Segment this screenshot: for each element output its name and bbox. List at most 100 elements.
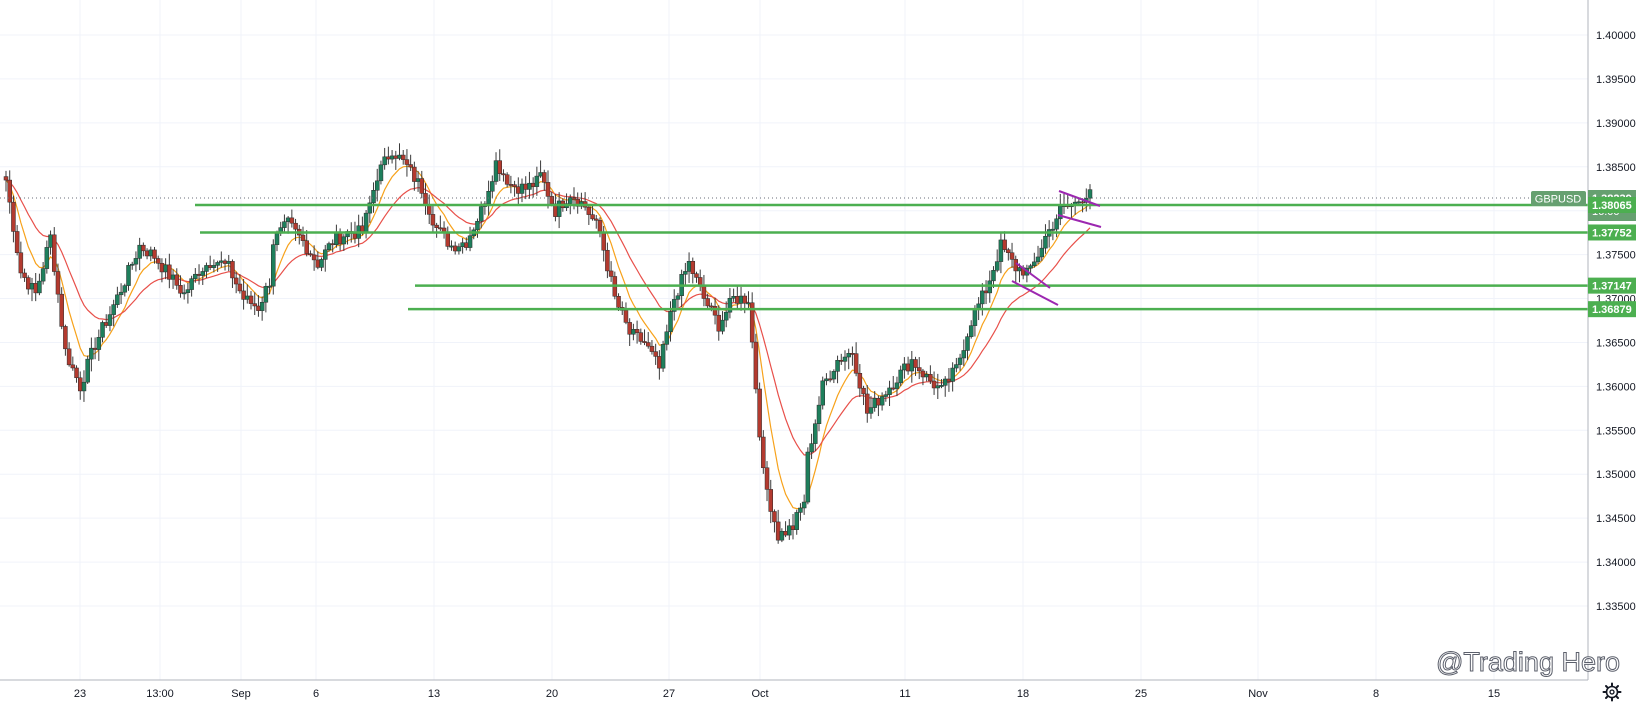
candle	[616, 296, 621, 308]
candle	[445, 231, 451, 247]
candle	[44, 247, 50, 269]
candle	[334, 232, 339, 245]
candle	[189, 278, 194, 290]
channel-line[interactable]	[1015, 262, 1051, 289]
candle	[155, 258, 161, 264]
candle	[831, 371, 837, 380]
candle	[861, 387, 866, 395]
candle	[508, 184, 514, 186]
candle	[653, 351, 658, 357]
candle	[905, 363, 911, 372]
candle	[241, 290, 246, 300]
channel-line[interactable]	[1011, 280, 1059, 306]
candle	[879, 396, 885, 406]
candle	[764, 467, 770, 490]
candle	[52, 234, 57, 272]
candle	[501, 173, 506, 176]
candle	[37, 280, 42, 294]
candle	[1080, 201, 1085, 204]
channel-line[interactable]	[1058, 190, 1101, 207]
candle	[133, 258, 139, 265]
candle	[608, 270, 614, 277]
candle	[200, 271, 206, 276]
candle	[308, 253, 313, 256]
candle	[456, 246, 462, 252]
candle	[252, 303, 257, 307]
candle	[701, 285, 707, 299]
candle	[66, 348, 72, 366]
candle	[352, 233, 358, 239]
x-tick-label: Oct	[751, 688, 768, 700]
candle	[694, 273, 699, 278]
candle	[783, 531, 788, 536]
x-tick-label: 6	[313, 688, 319, 700]
candle	[404, 159, 410, 165]
candle	[809, 443, 814, 453]
candle	[735, 296, 740, 304]
candle	[731, 296, 736, 299]
candle	[159, 263, 165, 273]
candle	[954, 364, 959, 369]
candle	[727, 297, 733, 313]
candle	[300, 234, 306, 241]
level-price-tag	[1588, 301, 1636, 318]
candle	[645, 342, 651, 347]
ema-slow-line	[5, 179, 1091, 456]
candle	[271, 244, 276, 287]
level-tags: 1.38065 1.37752 1.37147 1.36879	[1588, 196, 1636, 318]
candle	[493, 160, 499, 182]
price-axis[interactable]	[1588, 0, 1636, 705]
candle	[712, 306, 718, 316]
candle	[415, 178, 421, 182]
candle	[330, 243, 335, 246]
candle	[772, 511, 777, 523]
candle	[423, 193, 428, 206]
levels	[195, 203, 1588, 311]
x-tick-label: Nov	[1248, 688, 1268, 700]
candle	[805, 451, 811, 503]
candle	[568, 197, 573, 204]
candle	[326, 243, 332, 251]
candle	[29, 283, 35, 290]
candle	[48, 234, 53, 248]
candle	[475, 220, 480, 231]
candle	[267, 285, 272, 288]
candle	[490, 181, 495, 192]
candle	[994, 261, 1000, 271]
candle	[1039, 247, 1044, 258]
candle	[523, 183, 528, 190]
candle	[89, 347, 94, 360]
candle	[761, 436, 766, 469]
candle	[516, 186, 521, 194]
candle	[801, 501, 807, 509]
candle	[452, 245, 458, 252]
candle	[337, 232, 343, 245]
candle	[371, 190, 376, 204]
candle	[631, 329, 636, 335]
candle	[111, 304, 116, 315]
channel-line[interactable]	[1057, 214, 1102, 228]
candle	[965, 336, 970, 351]
candle	[148, 249, 154, 257]
candle	[18, 252, 24, 274]
candle	[983, 290, 989, 294]
candle	[1032, 261, 1037, 266]
candle	[85, 358, 90, 383]
x-tick-label: 8	[1373, 688, 1379, 700]
candle	[26, 277, 31, 290]
candle	[980, 290, 985, 305]
x-tick-label: 13:00	[146, 688, 174, 700]
candle	[924, 374, 929, 378]
candle	[193, 273, 198, 279]
candle	[768, 489, 773, 512]
gear-icon[interactable]	[1602, 682, 1622, 702]
candle	[393, 155, 399, 159]
candle	[486, 190, 491, 204]
candle	[245, 295, 250, 300]
candle	[839, 359, 844, 362]
candle	[397, 154, 402, 159]
ema-fast-line	[5, 165, 1091, 510]
candle	[96, 337, 102, 350]
candle	[467, 235, 473, 248]
